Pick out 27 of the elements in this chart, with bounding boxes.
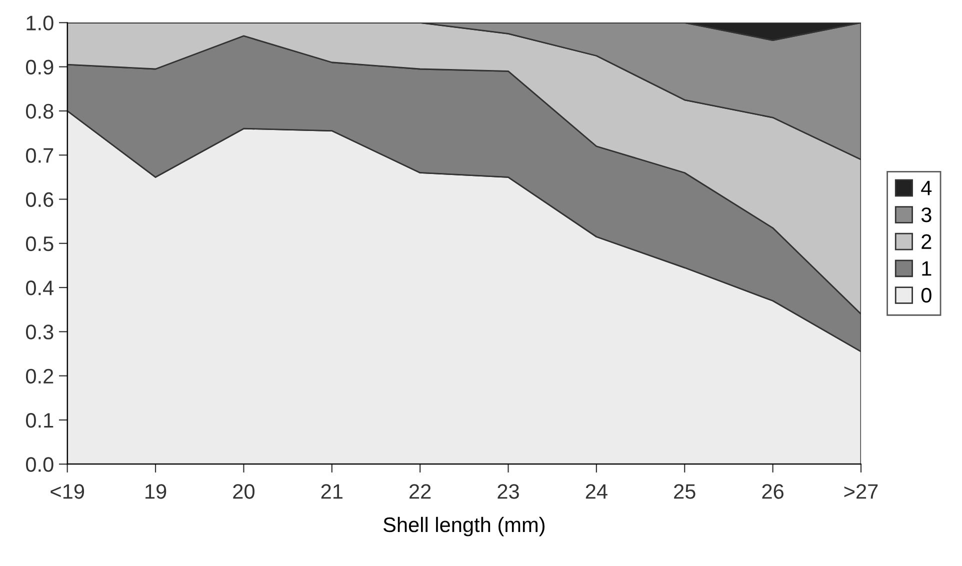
legend-label: 2 [922,234,932,249]
x-tick-label: 22 [410,484,431,499]
x-tick-label: <19 [50,484,84,499]
x-tick-label: 20 [233,484,254,499]
x-tick-label: 24 [586,484,608,499]
x-axis-title: Shell length (mm) [383,516,544,536]
y-tick-label: 0.5 [26,236,54,252]
y-tick-label: 0.4 [26,280,54,296]
x-tick-label: 25 [674,484,696,499]
x-tick-label: 23 [498,484,519,499]
y-tick-label: 0.9 [26,60,54,75]
x-tick-label: 26 [762,484,784,499]
y-tick-label: 0.2 [26,368,54,384]
legend-label: 1 [922,261,932,276]
y-tick-label: 0.8 [26,104,54,119]
y-tick-label: 0.0 [26,457,54,472]
y-tick-label: 0.3 [26,324,54,340]
x-tick-label: 19 [146,484,166,499]
y-tick-label: 0.7 [26,148,54,163]
legend-label: 3 [921,207,932,222]
y-tick-label: 1.0 [26,16,54,30]
x-tick-label: 21 [321,484,342,499]
legend-label: 4 [921,180,932,196]
x-tick-label: >27 [844,484,878,499]
y-tick-label: 0.1 [26,412,54,428]
y-tick-label: 0.6 [26,192,54,207]
legend-label: 0 [921,288,932,303]
